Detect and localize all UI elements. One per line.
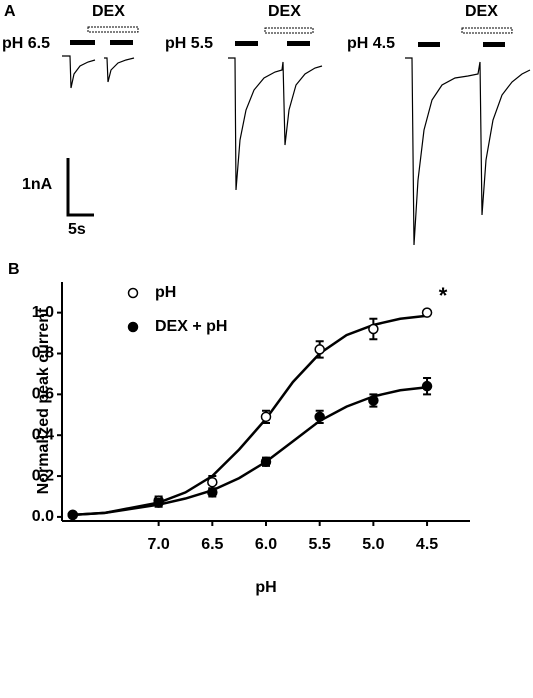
data-point <box>314 344 325 355</box>
current-trace <box>62 55 135 89</box>
y-tick-label: 0.6 <box>32 386 54 403</box>
ph-bar <box>418 42 440 47</box>
y-tick-label: 0.2 <box>32 467 54 484</box>
ph-label: pH 4.5 <box>347 35 395 52</box>
data-point <box>67 509 78 521</box>
x-tick-label: 5.5 <box>309 536 331 553</box>
ph-bar <box>70 40 95 45</box>
legend-marker <box>127 321 139 333</box>
dex-bar <box>87 26 139 33</box>
dex-bar <box>461 27 513 34</box>
significance-annotation: * <box>439 283 448 308</box>
current-trace <box>228 57 323 191</box>
y-axis-title: Normalized peak current <box>35 307 52 494</box>
current-trace <box>405 57 531 246</box>
panel-label: B <box>8 261 20 278</box>
data-point <box>421 307 433 318</box>
data-point <box>260 411 272 423</box>
y-tick-label: 0.4 <box>32 426 54 443</box>
data-point <box>314 411 325 423</box>
ph-label: pH 6.5 <box>2 35 50 52</box>
dex-label: DEX <box>268 3 301 20</box>
data-point <box>421 380 433 392</box>
x-tick-label: 7.0 <box>148 536 170 553</box>
legend-label: pH <box>155 284 176 301</box>
data-point <box>207 476 218 488</box>
scale-time: 5s <box>68 221 86 238</box>
x-axis-title: pH <box>255 579 276 596</box>
x-tick-label: 6.5 <box>201 536 223 553</box>
data-point <box>153 497 164 508</box>
data-point <box>207 487 218 498</box>
scale-current: 1nA <box>22 176 53 193</box>
x-tick-label: 4.5 <box>416 536 438 553</box>
panel-a: A pH 6.5 DEX pH 5.5 DEX pH 4.5 DEX 1nA 5… <box>2 3 531 246</box>
dex-bar <box>264 27 314 34</box>
legend-label: DEX + pH <box>155 318 227 335</box>
y-tick-label: 1.0 <box>32 304 54 321</box>
x-tick-label: 5.0 <box>362 536 384 553</box>
panel-b: B pH Normalized peak current * 0.0 0.2 0.4… <box>8 261 470 596</box>
ph-bar <box>287 41 310 46</box>
data-point <box>260 456 272 468</box>
y-tick-label: 0.0 <box>32 508 54 525</box>
fit-curve <box>72 314 428 517</box>
dex-label: DEX <box>465 3 498 20</box>
data-point <box>368 395 379 406</box>
dex-label: DEX <box>92 3 125 20</box>
ph-label: pH 5.5 <box>165 35 213 52</box>
ph-bar <box>483 42 505 47</box>
ph-bar <box>110 40 133 45</box>
legend-marker <box>127 287 139 299</box>
data-point <box>368 323 379 335</box>
x-tick-label: 6.0 <box>255 536 277 553</box>
scale-bar <box>66 158 94 217</box>
y-tick-label: 0.8 <box>32 345 54 362</box>
panel-label: A <box>4 3 16 20</box>
ph-bar <box>235 41 258 46</box>
